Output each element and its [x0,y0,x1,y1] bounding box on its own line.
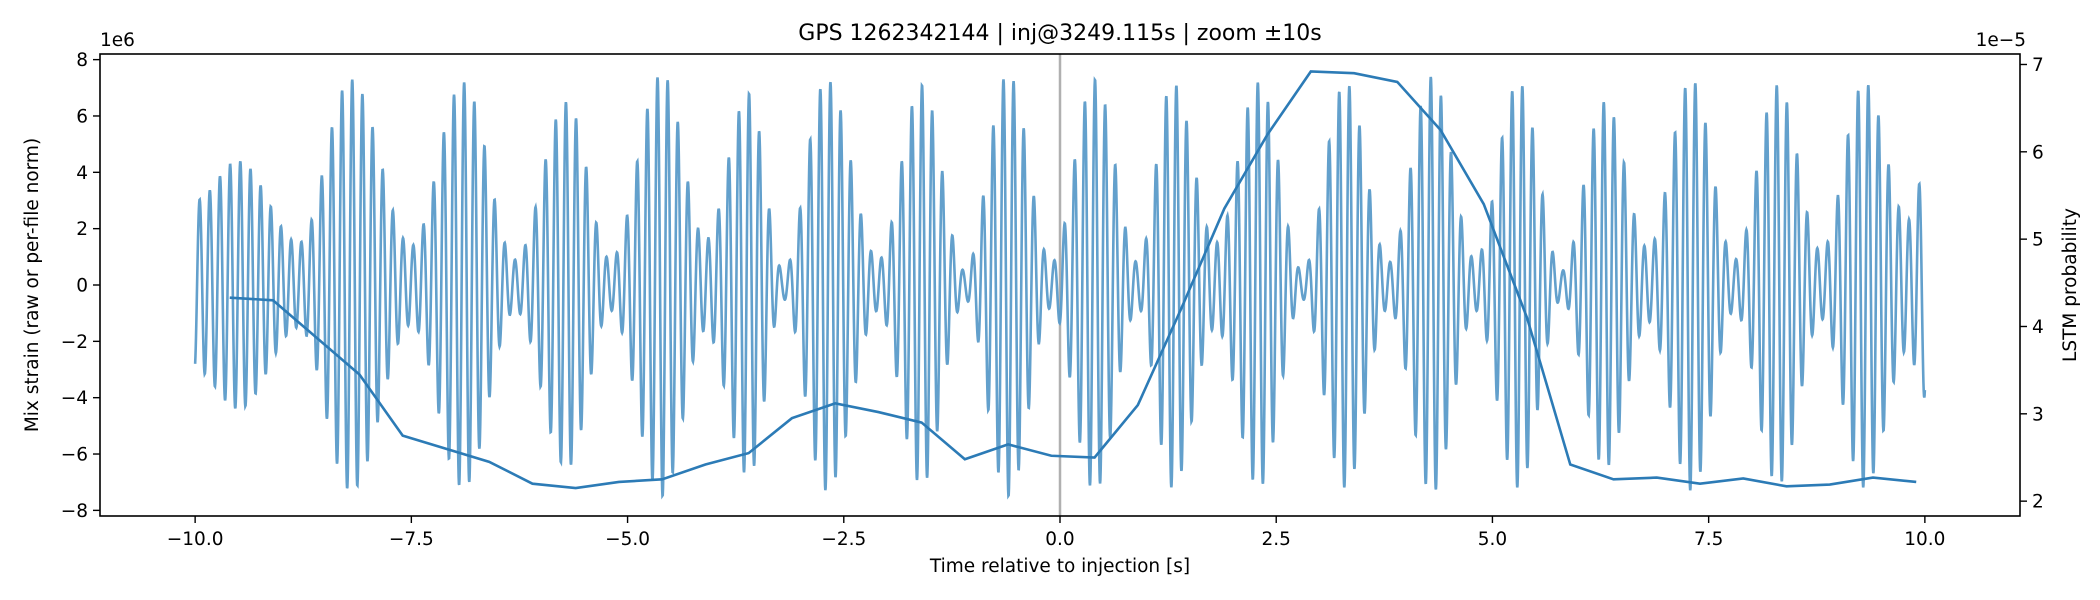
y-left-tick-label: 0 [76,276,88,297]
x-tick-label: −7.5 [389,529,434,550]
chart-title: GPS 1262342144 | inj@3249.115s | zoom ±1… [798,21,1321,46]
y-axis-right-label: LSTM probability [2060,208,2081,362]
y-left-tick-label: 4 [76,163,88,184]
x-tick-label: 2.5 [1262,529,1291,550]
x-tick-label: 0.0 [1045,529,1074,550]
x-tick-label: −2.5 [821,529,866,550]
strain-series-line [193,76,1927,500]
x-tick-label: 7.5 [1694,529,1723,550]
x-tick-label: 10.0 [1904,529,1945,550]
x-tick-label: 5.0 [1478,529,1507,550]
y-axis-left-offset: 1e6 [100,30,135,51]
y-left-tick-label: −2 [61,332,88,353]
y-left-tick-label: −4 [61,388,88,409]
x-axis-label: Time relative to injection [s] [929,556,1190,577]
y-right-tick-label: 2 [2032,492,2044,513]
x-axis: −10.0 −7.5 −5.0 −2.5 0.0 2.5 5.0 7.5 10.0 [167,516,1945,550]
y-axis-left: −8 −6 −4 −2 0 2 4 6 8 [61,50,100,522]
y-axis-right: 2 3 4 5 6 7 [2020,55,2044,513]
y-right-tick-label: 6 [2032,142,2044,163]
y-left-tick-label: 8 [76,50,88,71]
y-right-tick-label: 7 [2032,55,2044,76]
y-right-tick-label: 4 [2032,317,2044,338]
y-left-tick-label: −6 [61,445,88,466]
y-left-tick-label: −8 [61,501,88,522]
y-axis-left-label: Mix strain (raw or per-file norm) [22,138,43,432]
y-axis-right-offset: 1e−5 [1976,30,2026,51]
lstm-probability-series-line [229,70,1917,490]
y-right-tick-label: 5 [2032,230,2044,251]
y-right-tick-label: 3 [2032,404,2044,425]
y-left-tick-label: 6 [76,106,88,127]
x-tick-label: −5.0 [605,529,650,550]
x-tick-label: −10.0 [167,529,224,550]
y-left-tick-label: 2 [76,219,88,240]
